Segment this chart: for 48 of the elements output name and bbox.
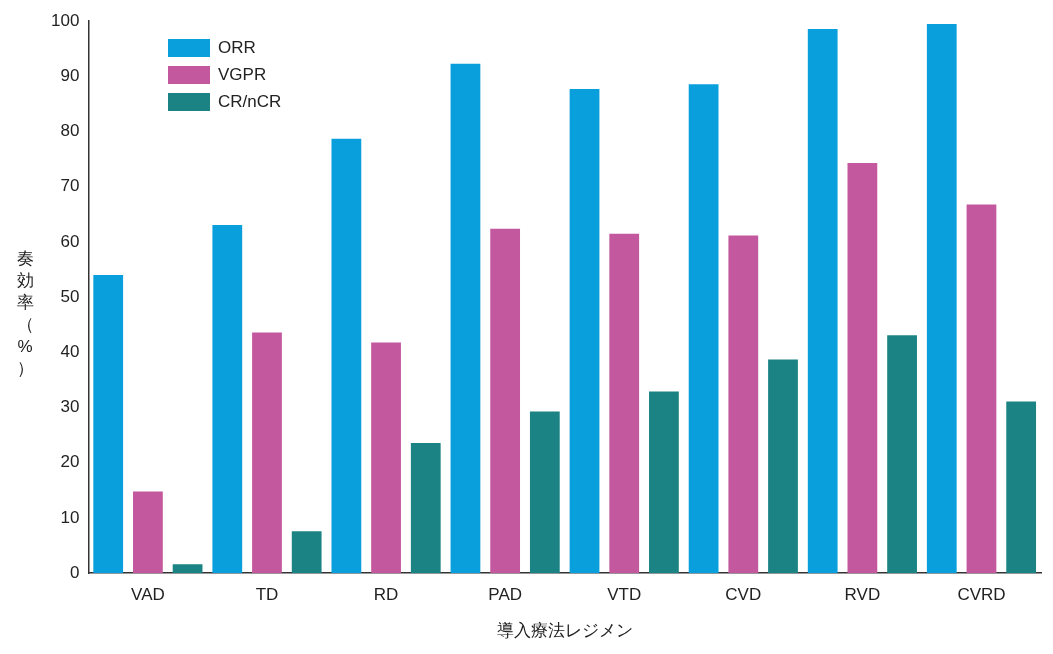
bar — [331, 138, 362, 574]
legend-label: VGPR — [218, 64, 267, 85]
bar — [847, 163, 878, 574]
bar — [1006, 401, 1037, 574]
bar — [450, 63, 481, 574]
x-tick-label: VTD — [607, 585, 642, 605]
bar — [649, 391, 679, 574]
bar — [926, 23, 957, 574]
bar — [133, 491, 163, 574]
bar — [93, 275, 124, 574]
y-axis-title: 奏効率（%） — [15, 248, 35, 380]
x-axis-title: 導入療法レジメン — [496, 621, 633, 641]
x-tick-label: TD — [255, 585, 279, 605]
legend-label: CR/nCR — [218, 91, 282, 112]
y-tick-label: 100 — [50, 10, 80, 30]
bar — [490, 228, 521, 574]
y-tick-label: 0 — [69, 562, 80, 582]
y-tick-label: 80 — [60, 121, 80, 141]
y-tick-label: 30 — [60, 397, 80, 417]
bar — [887, 335, 917, 574]
bar — [252, 332, 282, 574]
y-tick-label: 40 — [60, 342, 80, 362]
x-tick-label: VAD — [131, 585, 165, 605]
x-tick-label: CVD — [725, 585, 762, 605]
bar — [688, 84, 719, 574]
bar — [410, 442, 441, 574]
x-tick-label: RD — [373, 585, 399, 605]
bar — [768, 359, 798, 574]
y-tick-label: 50 — [60, 286, 80, 306]
y-tick-label: 90 — [60, 66, 80, 86]
bar — [172, 564, 203, 574]
bar — [728, 235, 759, 574]
y-tick-label: 10 — [60, 507, 80, 527]
y-tick-label: 70 — [60, 176, 80, 196]
bar — [609, 233, 640, 574]
legend-label: ORR — [218, 37, 256, 58]
y-tick-label: 60 — [60, 231, 80, 251]
bar — [371, 342, 401, 574]
x-tick-label: PAD — [488, 585, 522, 605]
bar — [291, 531, 322, 574]
y-tick-label: 20 — [60, 452, 80, 472]
bar — [212, 224, 243, 574]
x-tick-label: CVRD — [957, 585, 1006, 605]
x-tick-label: RVD — [844, 585, 881, 605]
bar — [569, 89, 600, 574]
bar — [529, 411, 560, 574]
bar — [807, 28, 838, 574]
bar — [966, 204, 997, 574]
